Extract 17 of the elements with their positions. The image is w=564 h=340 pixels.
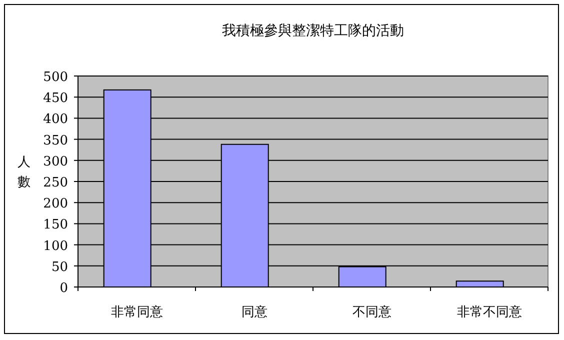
y-tick-label: 250 [43, 176, 68, 190]
x-tick-label: 非常不同意 [456, 305, 522, 320]
y-tick-label: 50 [51, 260, 68, 275]
x-tick-label: 非常同意 [110, 305, 163, 320]
y-tick-label: 400 [43, 112, 68, 128]
x-tick-label: 不同意 [352, 305, 392, 320]
y-tick-label: 0 [60, 281, 68, 296]
y-tick-label: 500 [43, 70, 68, 85]
chart-title: 我積極參與整潔特工隊的活動 [222, 23, 404, 39]
y-tick-label: 350 [43, 133, 68, 148]
y-tick-label: 450 [43, 91, 68, 106]
y-tick-label: 200 [43, 196, 68, 212]
y-axis-title: 人數 [18, 155, 30, 190]
y-tick-label: 100 [43, 238, 68, 254]
y-tick-label: 150 [43, 218, 68, 233]
x-tick-label: 同意 [241, 305, 268, 320]
y-tick-label: 300 [43, 154, 68, 170]
